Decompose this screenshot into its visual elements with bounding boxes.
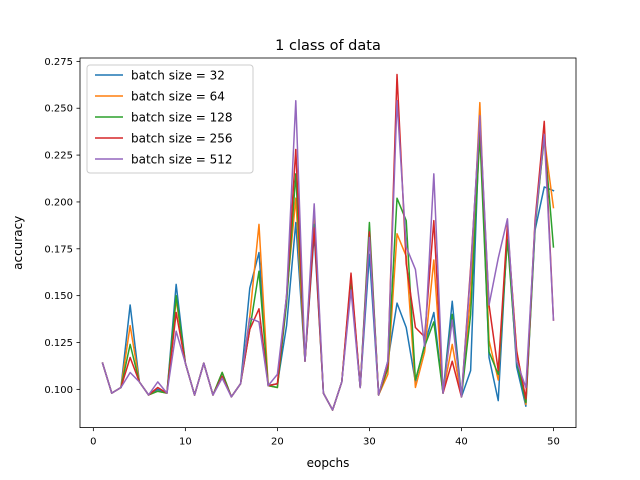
legend-label: batch size = 64 (131, 90, 225, 104)
y-tick-label: 0.100 (44, 385, 73, 396)
chart-title: 1 class of data (275, 38, 381, 54)
series-layer (101, 73, 555, 411)
legend-label: batch size = 256 (131, 132, 233, 146)
x-tick-label: 40 (455, 437, 468, 448)
legend-box (86, 64, 254, 174)
x-axis-label: eopchs (307, 456, 350, 470)
legend-label: batch size = 512 (131, 153, 233, 167)
x-axis-ticks: 0 10 20 30 40 50 (90, 427, 560, 448)
x-tick-label: 20 (271, 437, 284, 448)
legend: batch size = 32 batch size = 64 batch size… (86, 64, 254, 174)
y-tick-label: 0.275 (44, 57, 73, 68)
x-tick-label: 0 (90, 437, 96, 448)
legend-label: batch size = 128 (131, 111, 233, 125)
series-line-4 (101, 99, 555, 411)
plot-frame (79, 57, 577, 429)
y-axis-label: accuracy (11, 216, 25, 270)
x-tick-label: 50 (547, 437, 560, 448)
y-tick-label: 0.225 (44, 151, 73, 162)
y-tick-label: 0.250 (44, 104, 73, 115)
y-tick-label: 0.175 (44, 244, 73, 255)
x-tick-label: 10 (179, 437, 192, 448)
y-axis-ticks: 0.100 0.125 0.150 0.175 0.200 0.225 0.250 0.275 (44, 57, 80, 396)
legend-label: batch size = 32 (131, 69, 225, 83)
y-tick-label: 0.200 (44, 197, 73, 208)
y-tick-label: 0.150 (44, 291, 73, 302)
y-tick-label: 0.125 (44, 338, 73, 349)
x-tick-label: 30 (363, 437, 376, 448)
